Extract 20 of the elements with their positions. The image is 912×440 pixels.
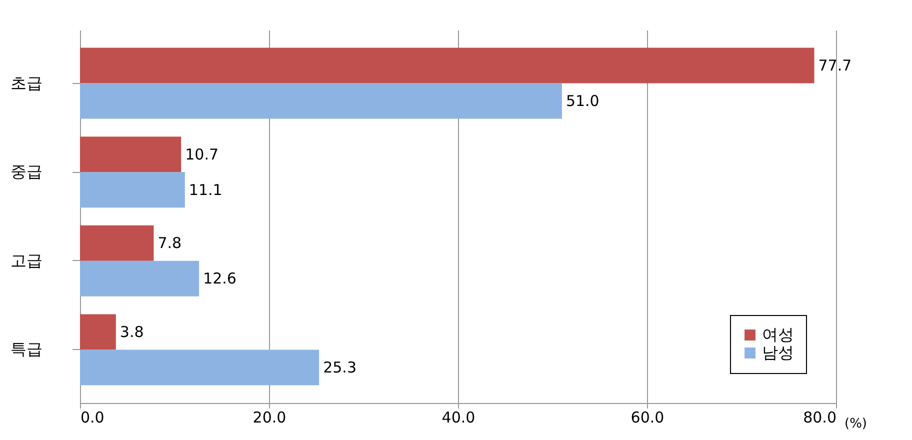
data-label: 3.8: [120, 322, 144, 341]
x-tick-label: 20.0: [252, 408, 286, 426]
x-tick-label: 0.0: [80, 408, 104, 426]
data-label: 25.3: [323, 358, 356, 376]
legend-label: 남성: [762, 343, 794, 362]
data-label: 11.1: [188, 180, 222, 199]
y-tick-label: 중급: [10, 162, 42, 182]
x-tick-label: 60.0: [630, 408, 664, 426]
data-label: 77.7: [818, 56, 852, 75]
data-label: 51.0: [566, 92, 600, 110]
data-label: 7.8: [158, 234, 182, 252]
x-tick-label: 40.0: [442, 408, 476, 426]
y-tick-label: 특급: [10, 340, 42, 359]
x-tick-label: 80.0: [803, 408, 836, 426]
x-axis-title: (%): [844, 416, 867, 432]
y-tick-label: 고급: [10, 250, 42, 270]
data-label: 10.7: [185, 145, 219, 164]
y-tick-label: 초급: [10, 73, 42, 92]
data-label: 12.6: [203, 270, 236, 288]
legend-label: 여성: [762, 325, 794, 344]
